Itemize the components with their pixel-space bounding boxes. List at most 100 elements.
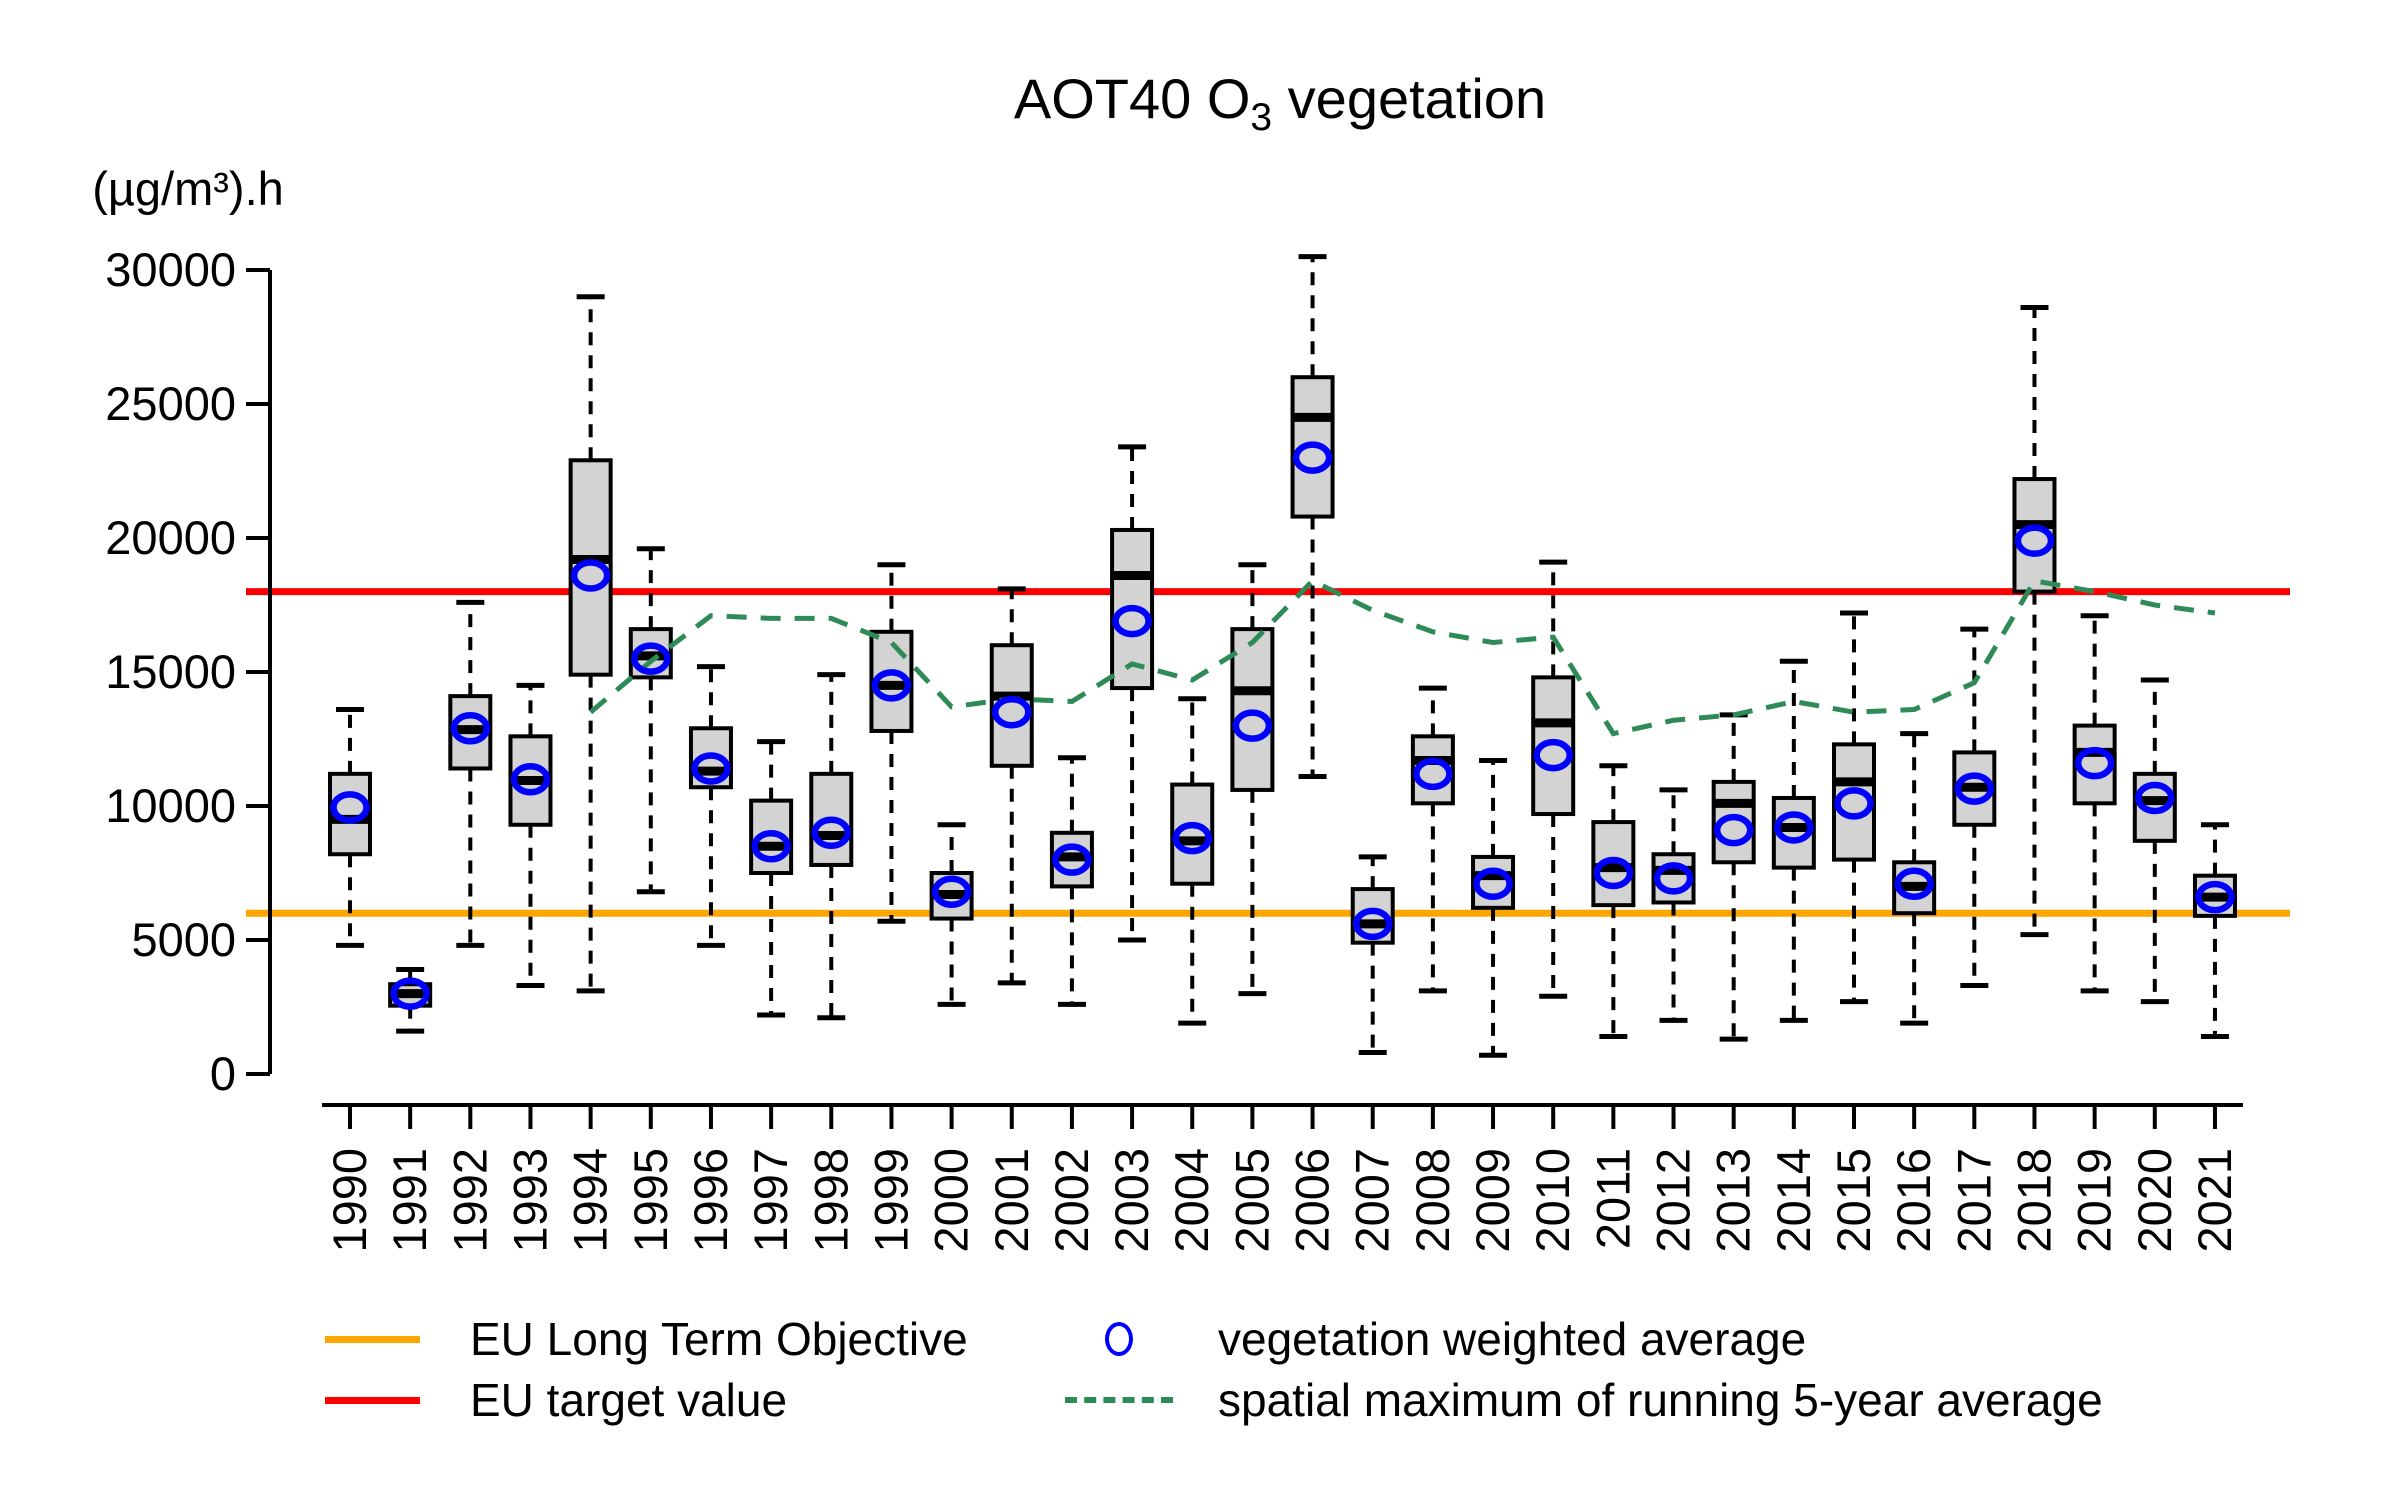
boxplot-2010: [1531, 559, 1576, 999]
boxplot-1996: [688, 664, 733, 948]
legend-label: EU Long Term Objective: [470, 1313, 968, 1365]
mean-marker-2006: [1292, 441, 1333, 474]
y-tick-label: 25000: [105, 377, 236, 430]
mean-marker-2021: [2195, 880, 2235, 914]
boxplot-2005: [1230, 562, 1275, 997]
mean-marker-2012: [1653, 862, 1694, 895]
y-tick-label: 30000: [105, 243, 236, 296]
x-tick-label-1990: 1990: [323, 1148, 376, 1253]
x-tick-label-1993: 1993: [503, 1148, 556, 1253]
x-tick-label-2021: 2021: [2188, 1148, 2241, 1253]
legend-item-spatial-maximum: spatial maximum of running 5-year averag…: [1065, 1374, 2103, 1426]
mean-marker-1994: [570, 559, 611, 592]
y-tick-label: 15000: [105, 645, 236, 698]
mean-marker-2014: [1774, 811, 1814, 844]
x-tick-label-1992: 1992: [443, 1148, 496, 1253]
mean-marker-1990: [330, 791, 370, 824]
x-tick-label-2010: 2010: [1526, 1148, 1579, 1253]
y-tick-label: 20000: [105, 511, 236, 564]
x-tick-label-2012: 2012: [1647, 1148, 1700, 1253]
legend-label: vegetation weighted average: [1218, 1313, 1807, 1365]
mean-marker-2011: [1593, 856, 1634, 890]
mean-marker-1992: [450, 712, 491, 745]
mean-marker-2001: [992, 695, 1032, 729]
x-tick-label-1999: 1999: [864, 1148, 917, 1253]
orange-line-icon: [325, 1335, 420, 1343]
mean-marker-1995: [631, 642, 671, 675]
x-tick-label-2004: 2004: [1165, 1148, 1218, 1253]
x-tick-label-1991: 1991: [383, 1148, 436, 1253]
x-tick-label-2006: 2006: [1286, 1148, 1339, 1253]
x-tick-label-2018: 2018: [2007, 1148, 2060, 1253]
legend-label: spatial maximum of running 5-year averag…: [1218, 1374, 2103, 1426]
x-tick-label-2001: 2001: [985, 1148, 1038, 1253]
boxplot-2018: [2012, 305, 2057, 938]
boxplot-2007: [1350, 854, 1395, 1056]
mean-marker-2019: [2074, 746, 2115, 780]
iqr-box: [989, 643, 1034, 768]
boxplot-2001: [989, 586, 1034, 986]
mean-marker-2017: [1954, 772, 1995, 805]
mean-marker-1997: [751, 829, 791, 863]
chart-title: AOT40 O3 vegetation: [1014, 67, 1546, 139]
boxplot-1992: [448, 599, 493, 948]
x-tick-label-1996: 1996: [684, 1148, 737, 1253]
y-tick-label: 0: [210, 1047, 236, 1100]
boxplot-1994: [568, 294, 613, 994]
mean-marker-2003: [1112, 604, 1152, 638]
boxplot-1995: [628, 546, 673, 895]
boxplot-1998: [809, 672, 854, 1021]
mean-marker-2015: [1834, 787, 1874, 820]
mean-marker-2004: [1172, 821, 1212, 855]
x-tick-label-2017: 2017: [1947, 1148, 2000, 1253]
x-tick-label-2002: 2002: [1045, 1148, 1098, 1253]
red-line-icon: [325, 1396, 420, 1404]
mean-marker-2002: [1052, 843, 1092, 876]
x-tick-label-2014: 2014: [1767, 1148, 1820, 1253]
x-tick-label-2000: 2000: [925, 1148, 978, 1253]
boxplot-2011: [1591, 763, 1636, 1039]
mean-marker-1991: [390, 977, 430, 1010]
mean-marker-1998: [811, 816, 852, 850]
mean-marker-2018: [2014, 524, 2055, 557]
x-tick-label-2019: 2019: [2068, 1148, 2121, 1253]
mean-marker-1999: [871, 669, 912, 702]
mean-marker-2016: [1894, 867, 1934, 900]
mean-marker-2020: [2135, 781, 2175, 815]
boxplot-1993: [508, 682, 553, 989]
mean-marker-2010: [1533, 738, 1573, 772]
mean-marker-1993: [510, 762, 551, 796]
y-tick-label: 5000: [131, 913, 236, 966]
x-tick-label-1995: 1995: [624, 1148, 677, 1253]
legend-item-eu-long-term-objective: EU Long Term Objective: [325, 1313, 968, 1365]
y-axis-unit-label: (µg/m³).h: [92, 162, 284, 215]
green-dashed-line-icon: [1065, 1397, 1173, 1403]
mean-marker-2008: [1413, 757, 1453, 791]
legend-label: EU target value: [470, 1374, 788, 1426]
boxplot-1997: [749, 739, 794, 1018]
boxplot-2003: [1110, 444, 1155, 943]
boxplot-2019: [2072, 613, 2117, 994]
x-tick-label-2003: 2003: [1105, 1148, 1158, 1253]
x-tick-label-2008: 2008: [1406, 1148, 1459, 1253]
boxplot-2004: [1170, 696, 1215, 1026]
mean-marker-2005: [1232, 709, 1273, 742]
boxplot-2006: [1290, 254, 1335, 780]
x-tick-label-2011: 2011: [1586, 1148, 1639, 1249]
boxplot-2009: [1471, 757, 1516, 1058]
boxplot-2013: [1711, 712, 1756, 1042]
x-tick-label-1997: 1997: [744, 1148, 797, 1253]
x-tick-label-2009: 2009: [1466, 1148, 1519, 1253]
mean-marker-1996: [691, 752, 731, 785]
x-tick-label-2005: 2005: [1225, 1148, 1278, 1253]
spatial-maximum-line: [589, 577, 2216, 737]
mean-marker-2013: [1713, 813, 1754, 847]
mean-marker-2009: [1473, 867, 1513, 900]
boxplot-2008: [1410, 685, 1455, 994]
x-tick-label-1998: 1998: [804, 1148, 857, 1253]
x-tick-label-2007: 2007: [1346, 1148, 1399, 1253]
x-tick-label-2020: 2020: [2128, 1148, 2181, 1253]
boxplot-1999: [869, 562, 914, 924]
